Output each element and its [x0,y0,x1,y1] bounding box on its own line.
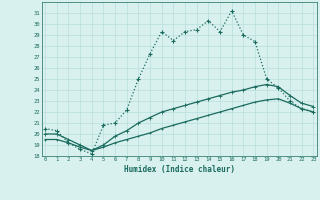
X-axis label: Humidex (Indice chaleur): Humidex (Indice chaleur) [124,165,235,174]
